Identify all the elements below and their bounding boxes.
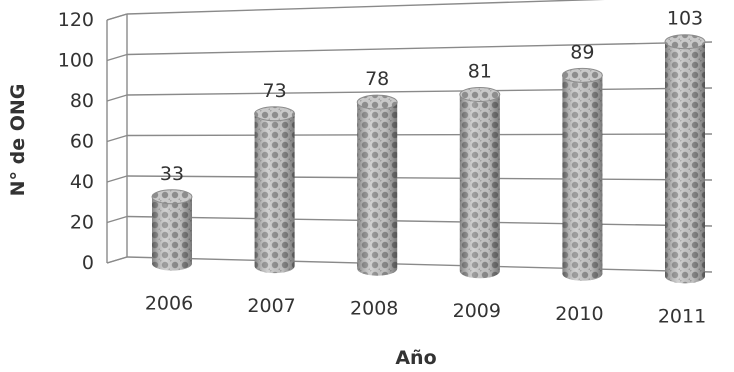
y-axis-title: N° de ONG (7, 84, 29, 197)
x-tick-label: 2006 (145, 293, 193, 315)
bar (561, 67, 603, 281)
gridline (126, 215, 713, 227)
y-tick-label: 120 (58, 9, 94, 31)
data-label: 89 (570, 41, 594, 63)
data-label: 81 (468, 60, 492, 82)
bar (356, 94, 398, 276)
x-axis-ticks: 2006 2007 2008 2009 2010 2011 (145, 293, 706, 328)
data-label: 78 (365, 68, 389, 90)
y-tick-label: 40 (70, 171, 94, 193)
data-labels: 33 73 78 81 89 103 (160, 8, 703, 185)
y-tick-label: 100 (58, 50, 94, 72)
gridline (126, 175, 713, 181)
bar (664, 34, 706, 284)
x-tick-label: 2007 (247, 295, 295, 317)
gridline (126, 87, 713, 96)
y-tick-label: 20 (70, 212, 94, 234)
gridline (126, 41, 713, 56)
data-label: 103 (667, 8, 703, 30)
gridline (126, 256, 713, 273)
x-tick-label: 2008 (350, 298, 398, 320)
gridline (126, 0, 605, 15)
x-tick-label: 2009 (453, 300, 501, 322)
x-tick-label: 2011 (658, 305, 706, 327)
bar (254, 106, 296, 274)
y-tick-label: 0 (82, 252, 94, 274)
y-tick-label: 60 (70, 131, 94, 153)
bar (151, 189, 193, 271)
data-label: 33 (160, 163, 184, 185)
gridline (126, 133, 713, 137)
bars (151, 34, 706, 284)
x-axis-title: Año (395, 347, 436, 369)
y-tick-label: 80 (70, 90, 94, 112)
bar (459, 86, 501, 279)
data-label: 73 (263, 80, 287, 102)
x-tick-label: 2010 (555, 303, 603, 325)
y-axis-ticks: 0 20 40 60 80 100 120 (58, 9, 94, 274)
gridlines (106, 0, 713, 273)
